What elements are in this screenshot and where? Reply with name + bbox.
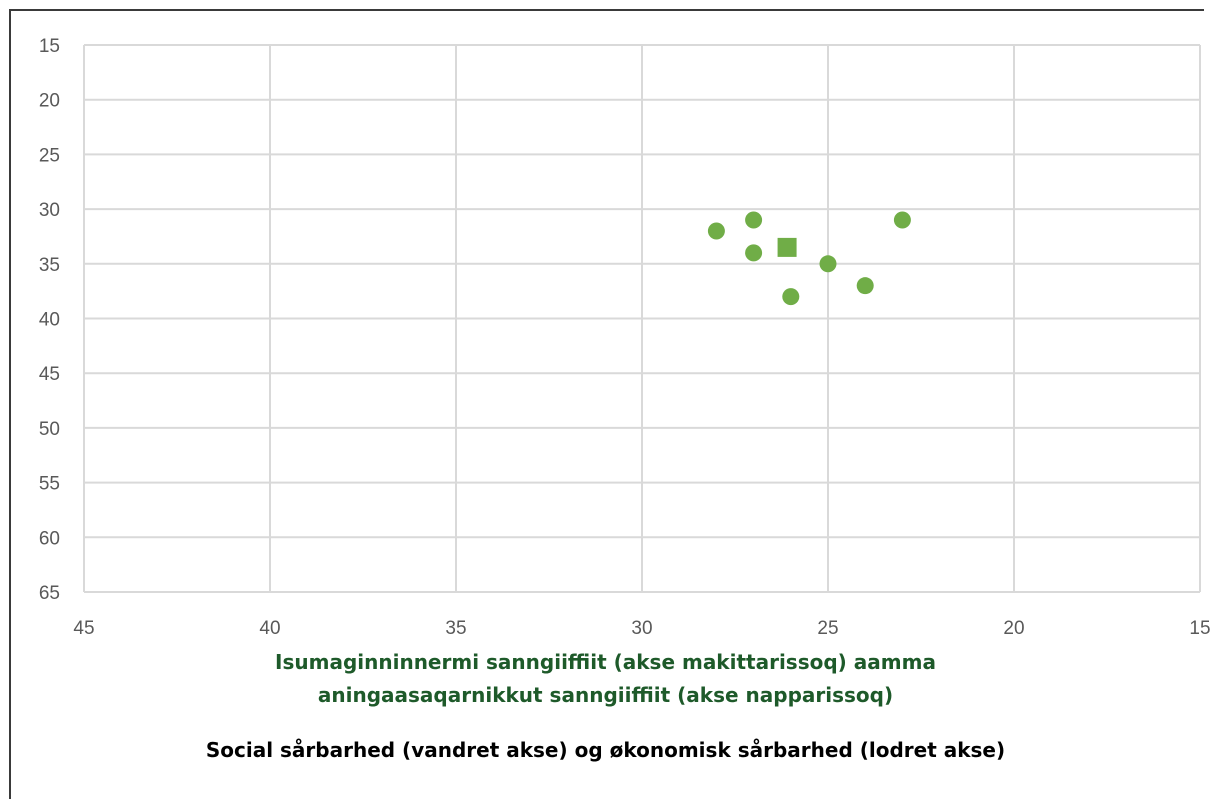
- data-point-circle: [707, 222, 725, 240]
- x-tick-label: 20: [1003, 618, 1024, 639]
- y-tick-label: 40: [39, 310, 60, 331]
- y-tick-label: 35: [39, 255, 60, 276]
- x-tick-label: 35: [445, 618, 466, 639]
- y-tick-label: 25: [39, 145, 60, 166]
- data-point-circle: [745, 211, 763, 229]
- x-tick-label: 15: [1189, 618, 1210, 639]
- data-point-circle: [745, 244, 763, 262]
- x-tick-label: 30: [631, 618, 652, 639]
- chart-frame: [9, 9, 1204, 799]
- data-points: [707, 211, 911, 306]
- y-tick-label: 15: [39, 36, 60, 57]
- caption-greenlandic-line1: Isumaginninnermi sanngiiffiit (akse maki…: [275, 650, 936, 674]
- y-tick-label: 50: [39, 419, 60, 440]
- caption-greenlandic-line2: aningaasaqarnikkut sanngiiffiit (akse na…: [317, 683, 894, 707]
- data-point-circle: [819, 255, 837, 273]
- x-tick-label: 40: [259, 618, 280, 639]
- y-tick-label: 60: [39, 528, 60, 549]
- tick-labels: 15 20 25 30 35 40 45 50 55 60 65 45 40 35 30 25 20 15: [39, 36, 1211, 639]
- y-tick-label: 20: [39, 91, 60, 112]
- y-tick-label: 45: [39, 364, 60, 385]
- x-axis-caption-greenlandic: Isumaginninnermi sanngiiffiit (akse maki…: [0, 646, 1211, 712]
- x-tick-label: 25: [817, 618, 838, 639]
- gridlines: [83, 44, 1201, 593]
- y-tick-label: 65: [39, 583, 60, 604]
- y-tick-label: 55: [39, 474, 60, 495]
- caption-danish: Social sårbarhed (vandret akse) og økono…: [205, 738, 1006, 762]
- x-tick-label: 45: [73, 618, 94, 639]
- data-point-circle: [856, 277, 874, 295]
- data-point-square: [777, 237, 797, 257]
- y-tick-label: 30: [39, 200, 60, 221]
- data-point-circle: [893, 211, 911, 229]
- data-point-circle: [782, 288, 800, 306]
